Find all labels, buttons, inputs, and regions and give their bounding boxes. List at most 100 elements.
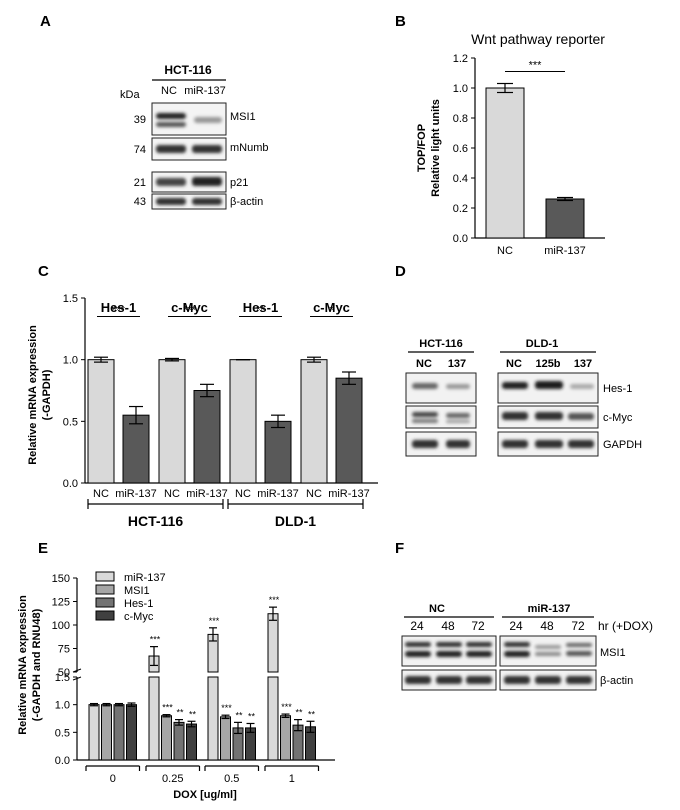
panel-f-lane-nc-48: 48 <box>441 619 455 633</box>
panel-a-lane-nc: NC <box>161 85 177 97</box>
chart-e-sig-label: *** <box>150 635 161 645</box>
chart-e-ytick-label: 0.0 <box>55 755 70 767</box>
chart-b-title: Wnt pathway reporter <box>471 31 605 47</box>
panel-letter-a: A <box>40 13 51 30</box>
panel-a-kda-label: kDa <box>120 89 140 101</box>
chart-e-ytick-label: 1.5 <box>55 672 70 684</box>
blot-d-gapdh <box>405 431 599 457</box>
chart-e-bar-lower-part <box>148 676 160 761</box>
chart-c-ytick-label: 0.5 <box>63 416 78 428</box>
chart-e-ytick-label: 150 <box>52 573 70 585</box>
panel-f-lane-nc-72: 72 <box>471 619 485 633</box>
chart-c-cell-line-label: DLD-1 <box>275 513 316 529</box>
chart-e-sig-label: ** <box>248 711 256 721</box>
chart-e-bar <box>161 715 172 761</box>
chart-b-ytick-label: 0.2 <box>453 203 468 215</box>
panel-a: A HCT-116 kDa NC miR-137 <box>40 13 269 210</box>
chart-e-bar <box>126 704 137 761</box>
chart-c-sig-label: * <box>329 305 334 317</box>
chart-c-bar <box>87 359 115 484</box>
chart-b-ytick-label: 1.2 <box>453 53 468 65</box>
chart-e-sig-label: *** <box>281 702 292 712</box>
chart-e-legend-label: Hes-1 <box>124 598 153 610</box>
chart-b-ytick-label: 0.4 <box>453 173 468 185</box>
blot-f-beta-actin <box>401 669 597 691</box>
chart-c-sig-label: ** <box>256 305 265 317</box>
chart-c-bar <box>335 377 363 484</box>
panel-letter-d: D <box>395 263 406 280</box>
panel-letter-b: B <box>395 13 406 30</box>
panel-d-group-hct116: HCT-116 <box>419 338 462 350</box>
panel-d-lane-dld-137: 137 <box>574 358 592 370</box>
chart-c-gene-label: Hes-1 <box>101 300 136 315</box>
chart-c-gene-label: c-Myc <box>171 300 208 315</box>
panel-a-label-beta-actin: β-actin <box>230 196 263 208</box>
chart-e-legend-swatch <box>95 571 115 582</box>
chart-c-cell-line-label: HCT-116 <box>128 513 183 529</box>
panel-d-lane-125b: 125b <box>535 358 560 370</box>
chart-c-ytick-label: 0.0 <box>63 478 78 490</box>
panel-a-kda-39: 39 <box>134 114 146 126</box>
chart-c-xtick-label: miR-137 <box>328 488 370 500</box>
chart-c-bar <box>264 420 292 484</box>
chart-e-sig-label: *** <box>209 616 220 626</box>
chart-e-ytick-label: 50 <box>58 667 70 679</box>
panel-letter-e: E <box>38 540 48 557</box>
chart-c-xtick-label: NC <box>235 488 251 500</box>
panel-f-lane-mir-48: 48 <box>540 619 554 633</box>
chart-c-ylabel-line2: (-GAPDH) <box>41 369 53 420</box>
blot-a-p21 <box>151 171 227 193</box>
chart-e-sig-label: ** <box>295 708 303 718</box>
chart-e-ylabel-line2: (-GAPDH and RNU48) <box>31 608 43 721</box>
chart-b-ytick-label: 0.6 <box>453 143 468 155</box>
chart-e-ytick-label: 0.5 <box>55 727 70 739</box>
panel-a-lane-mir137: miR-137 <box>184 85 226 97</box>
panel-f: F NC miR-137 24 48 72 24 48 72 hr (+DOX) <box>395 540 653 691</box>
chart-b: 0.0 0.2 0.4 0.6 0.8 1.0 1.2 NC miR-137 *** <box>453 53 605 257</box>
chart-e-xlabel: DOX [ug/ml] <box>173 789 237 801</box>
panel-d-lane-137: 137 <box>448 358 466 370</box>
chart-c-gene-label: Hes-1 <box>243 300 278 315</box>
panel-f-lane-mir-72: 72 <box>571 619 585 633</box>
panel-d-label-gapdh: GAPDH <box>603 439 642 451</box>
chart-c-xtick-label: NC <box>164 488 180 500</box>
chart-c-ytick-label: 1.5 <box>63 293 78 305</box>
chart-c-bar <box>158 359 186 484</box>
chart-c-xtick-label: miR-137 <box>115 488 157 500</box>
panel-a-cell-line: HCT-116 <box>164 63 212 77</box>
panel-a-kda-21: 21 <box>134 177 146 189</box>
chart-e-ylabel-line1: Relative mRNA expression <box>17 595 29 735</box>
chart-c-xtick-label: miR-137 <box>257 488 299 500</box>
chart-e-legend-label: c-Myc <box>124 611 154 623</box>
chart-b-bar <box>545 198 585 239</box>
chart-e-bar <box>88 704 100 761</box>
panel-c: C Relative mRNA expression (-GAPDH) 0.0 0… <box>27 263 378 529</box>
chart-e-xtick-label: 0.5 <box>224 773 239 785</box>
chart-c-bar <box>193 390 221 484</box>
chart-e-legend-swatch <box>95 597 115 608</box>
panel-d-lane-dld-nc: NC <box>506 358 522 370</box>
blot-a-beta-actin <box>151 193 227 210</box>
chart-e-bar <box>220 716 231 761</box>
panel-d: D HCT-116 DLD-1 NC 137 NC 125b 137 <box>395 263 642 457</box>
chart-c-ylabel-line1: Relative mRNA expression <box>27 325 39 465</box>
blot-d-hes1 <box>405 372 599 404</box>
chart-e-bar <box>186 723 197 761</box>
panel-f-unit: hr (+DOX) <box>598 619 653 633</box>
blot-f-msi1 <box>401 635 597 667</box>
chart-e-bar <box>267 613 279 673</box>
chart-c-bar <box>229 359 257 484</box>
chart-e-legend-swatch <box>95 610 115 621</box>
panel-a-label-p21: p21 <box>230 177 248 189</box>
chart-b-bar <box>485 87 525 239</box>
chart-c-ytick-label: 1.0 <box>63 355 78 367</box>
blot-a-msi1 <box>151 102 227 136</box>
panel-e: E Relative mRNA expression (-GAPDH and R… <box>17 540 335 801</box>
panel-d-label-c-myc: c-Myc <box>603 412 633 424</box>
panel-a-kda-74: 74 <box>134 144 146 156</box>
chart-b-xtick-label: NC <box>497 245 513 257</box>
panel-d-group-dld1: DLD-1 <box>526 338 558 350</box>
chart-e-xtick-label: 0 <box>110 773 116 785</box>
